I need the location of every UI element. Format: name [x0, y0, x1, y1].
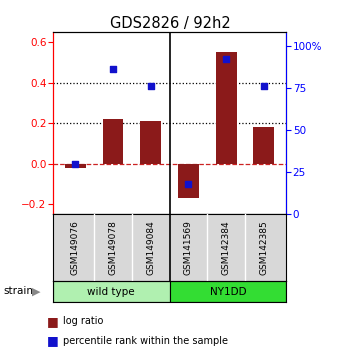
Point — [73, 161, 78, 166]
Text: GSM141569: GSM141569 — [184, 220, 193, 275]
Text: GSM142384: GSM142384 — [222, 221, 231, 275]
Bar — [103, 119, 123, 164]
Point — [223, 57, 229, 62]
Text: ■: ■ — [47, 334, 59, 347]
Text: NY1DD: NY1DD — [210, 286, 246, 297]
Bar — [216, 52, 237, 164]
Text: ▶: ▶ — [32, 286, 40, 296]
Text: ■: ■ — [47, 315, 59, 328]
Bar — [140, 121, 161, 164]
Point — [186, 181, 191, 187]
Bar — [170, 281, 286, 302]
Point — [110, 67, 116, 72]
Text: GSM149084: GSM149084 — [146, 221, 155, 275]
Bar — [178, 164, 199, 198]
Text: GSM149076: GSM149076 — [71, 220, 80, 275]
Bar — [253, 127, 274, 164]
Bar — [65, 164, 86, 167]
Text: wild type: wild type — [87, 286, 135, 297]
Text: GSM142385: GSM142385 — [260, 221, 268, 275]
Text: strain: strain — [3, 286, 33, 296]
Point — [148, 84, 153, 89]
Text: log ratio: log ratio — [63, 316, 103, 326]
Point — [261, 84, 267, 89]
Text: GSM149078: GSM149078 — [109, 220, 118, 275]
Bar — [53, 281, 170, 302]
Text: GDS2826 / 92h2: GDS2826 / 92h2 — [110, 16, 231, 31]
Text: percentile rank within the sample: percentile rank within the sample — [63, 336, 228, 346]
